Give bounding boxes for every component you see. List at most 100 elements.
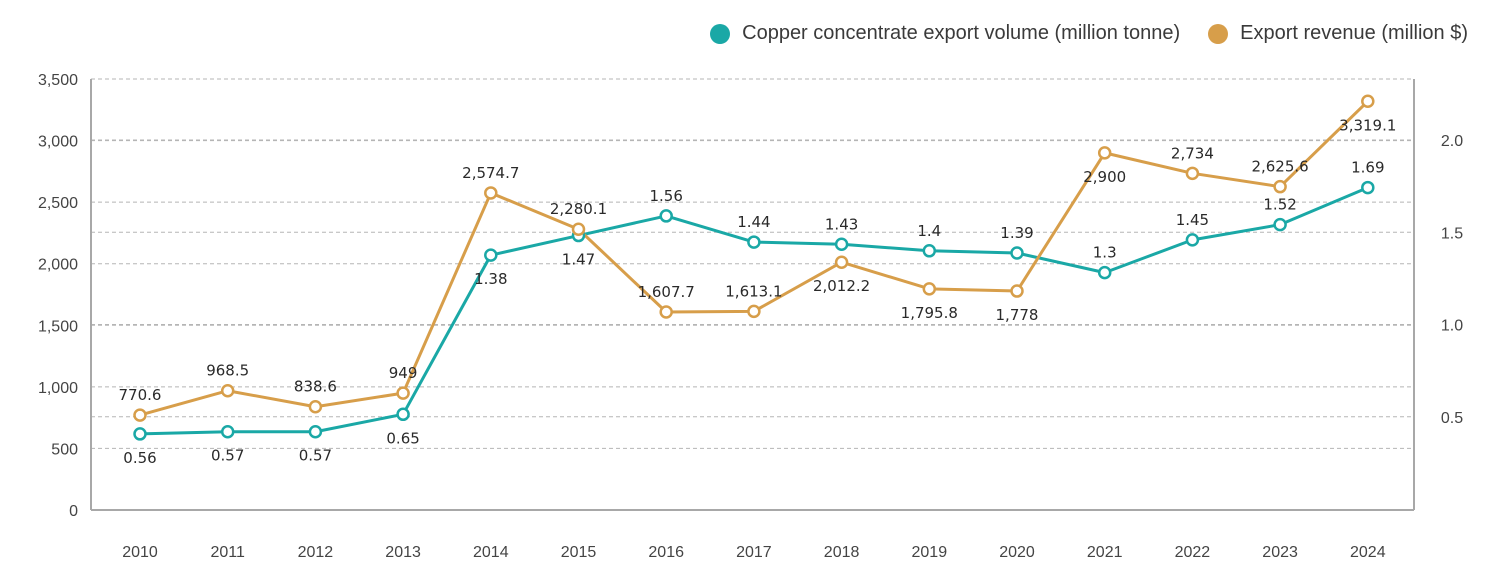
- chart-legend: Copper concentrate export volume (millio…: [710, 22, 1468, 45]
- data-label-revenue: 770.6: [119, 386, 162, 404]
- data-label-revenue: 968.5: [206, 362, 249, 380]
- x-tick-label: 2019: [912, 544, 948, 561]
- data-point-revenue: [922, 282, 937, 296]
- data-point-revenue: [1097, 146, 1112, 160]
- x-tick-label: 2020: [999, 544, 1035, 561]
- data-label-volume: 1.45: [1176, 211, 1209, 229]
- left-tick-label: 2,500: [38, 195, 78, 212]
- plot-frame: [90, 79, 1415, 511]
- data-point-revenue: [1273, 179, 1287, 194]
- data-label-volume: 1.52: [1263, 196, 1296, 214]
- right-tick-label: 1.0: [1441, 318, 1463, 335]
- data-point-revenue: [1361, 94, 1375, 109]
- data-point-volume: [922, 244, 937, 258]
- data-point-volume: [834, 237, 849, 252]
- data-point-revenue: [1185, 166, 1200, 181]
- x-axis: 2010 2011 2012 2013 2014 2015 2016 2017 2018 2019…: [122, 544, 1385, 561]
- data-point-volume: [1010, 246, 1024, 260]
- data-point-revenue: [747, 304, 761, 319]
- x-tick-label: 2015: [561, 544, 597, 561]
- data-label-volume: 1.39: [1000, 224, 1033, 242]
- x-tick-label: 2014: [473, 544, 509, 561]
- data-point-volume: [308, 424, 323, 439]
- data-point-revenue: [659, 305, 673, 319]
- x-tick-label: 2023: [1262, 544, 1298, 561]
- data-point-volume: [747, 235, 761, 249]
- left-tick-label: 1,500: [38, 318, 78, 335]
- data-label-volume: 1.56: [649, 187, 682, 205]
- data-label-volume: 1.38: [474, 270, 507, 288]
- left-tick-label: 0: [69, 503, 78, 520]
- right-y-axis: 0.5 1.0 1.5 2.0: [1441, 133, 1463, 427]
- right-tick-label: 2.0: [1441, 133, 1463, 150]
- x-tick-label: 2010: [122, 544, 158, 561]
- x-tick-label: 2021: [1087, 544, 1123, 561]
- data-point-revenue: [308, 399, 323, 414]
- data-point-revenue: [133, 408, 147, 422]
- legend-item-volume[interactable]: Copper concentrate export volume (millio…: [710, 22, 1180, 45]
- data-label-volume: 0.57: [299, 447, 332, 465]
- left-tick-label: 1,000: [38, 380, 78, 397]
- data-label-revenue: 2,280.1: [550, 200, 607, 218]
- data-label-volume: 0.56: [123, 449, 156, 467]
- data-label-revenue: 2,900: [1083, 168, 1126, 186]
- data-label-revenue: 1,778: [996, 306, 1039, 324]
- data-point-revenue: [484, 186, 498, 200]
- x-tick-label: 2012: [298, 544, 334, 561]
- data-point-revenue: [571, 222, 586, 236]
- legend-marker-revenue: [1208, 23, 1229, 44]
- left-y-axis: 0 500 1,000 1,500 2,000 2,500 3,000 3,500: [38, 72, 78, 520]
- left-tick-label: 500: [51, 441, 78, 458]
- x-tick-label: 2016: [648, 544, 684, 561]
- data-label-revenue: 2,574.7: [462, 164, 519, 182]
- data-point-volume: [1185, 233, 1200, 247]
- right-tick-label: 0.5: [1441, 410, 1463, 427]
- data-label-revenue: 1,795.8: [901, 304, 958, 322]
- data-point-volume: [1097, 265, 1112, 280]
- data-label-volume: 1.43: [825, 215, 858, 233]
- x-tick-label: 2018: [824, 544, 860, 561]
- data-point-revenue: [1010, 284, 1024, 298]
- legend-label-volume: Copper concentrate export volume (millio…: [742, 22, 1181, 44]
- data-point-revenue: [396, 386, 410, 400]
- x-tick-label: 2011: [210, 544, 245, 561]
- data-label-revenue: 949: [389, 364, 418, 382]
- x-tick-label: 2024: [1350, 544, 1386, 561]
- data-label-revenue: 2,625.6: [1251, 158, 1308, 176]
- x-tick-label: 2022: [1175, 544, 1211, 561]
- data-label-volume: 1.3: [1093, 244, 1117, 262]
- left-tick-label: 2,000: [38, 257, 78, 274]
- data-point-volume: [1273, 217, 1287, 232]
- legend-label-revenue: Export revenue (million $): [1240, 22, 1468, 44]
- data-point-volume: [484, 248, 498, 262]
- right-tick-label: 1.5: [1441, 225, 1463, 242]
- data-labels: 0.56 0.57 0.57 0.65 1.38 1.47 1.56 1.44 1.43 1.4 1…: [119, 116, 1397, 467]
- data-label-revenue: 1,613.1: [725, 282, 782, 300]
- data-label-volume: 0.57: [211, 447, 244, 465]
- left-tick-label: 3,500: [38, 72, 78, 89]
- data-points: [133, 94, 1375, 441]
- data-label-volume: 1.69: [1351, 159, 1384, 177]
- data-label-revenue: 1,607.7: [638, 283, 695, 301]
- data-point-volume: [396, 407, 410, 422]
- data-point-volume: [220, 424, 235, 439]
- data-point-revenue: [220, 383, 235, 398]
- data-point-volume: [1361, 180, 1375, 195]
- left-tick-label: 3,000: [38, 134, 78, 151]
- data-label-revenue: 2,012.2: [813, 277, 870, 295]
- data-point-revenue: [834, 255, 849, 269]
- x-tick-label: 2013: [385, 544, 421, 561]
- data-label-volume: 1.44: [737, 213, 770, 231]
- data-label-volume: 1.4: [917, 222, 941, 240]
- data-label-revenue: 3,319.1: [1339, 116, 1396, 134]
- legend-marker-volume: [710, 23, 731, 44]
- gridlines: [91, 78, 1414, 449]
- legend-item-revenue[interactable]: Export revenue (million $): [1208, 22, 1468, 45]
- data-point-volume: [659, 209, 673, 223]
- data-point-volume: [133, 427, 147, 441]
- x-tick-label: 2017: [736, 544, 772, 561]
- data-label-revenue: 2,734: [1171, 144, 1214, 162]
- data-label-revenue: 838.6: [294, 378, 337, 396]
- data-label-volume: 1.47: [562, 251, 595, 269]
